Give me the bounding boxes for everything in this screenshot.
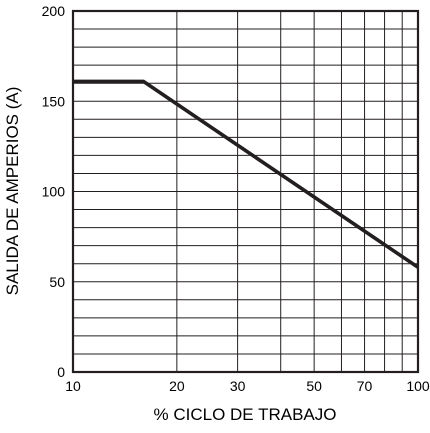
y-tick-label: 200 [42, 3, 66, 19]
series-line [73, 79, 420, 269]
plot-frame [71, 9, 420, 374]
y-tick-label: 0 [57, 364, 65, 380]
y-axis-label: SALIDA DE AMPERIOS (A) [3, 87, 22, 296]
y-tick-label: 100 [42, 184, 66, 200]
x-tick-label: 50 [306, 378, 322, 394]
x-tick-label: 10 [65, 378, 81, 394]
grid-lines [73, 11, 418, 372]
series-group [73, 79, 420, 269]
x-tick-label: 100 [406, 378, 430, 394]
y-tick-label: 150 [42, 93, 66, 109]
x-tick-label: 20 [169, 378, 185, 394]
y-tick-labels: 0 50 100 150 200 [42, 3, 66, 380]
x-tick-label: 70 [357, 378, 373, 394]
x-tick-label: 30 [230, 378, 246, 394]
y-tick-label: 50 [49, 274, 65, 290]
x-tick-labels: 10 20 30 50 70 100 [65, 378, 430, 394]
x-axis-label: % CICLO DE TRABAJO [154, 405, 337, 424]
